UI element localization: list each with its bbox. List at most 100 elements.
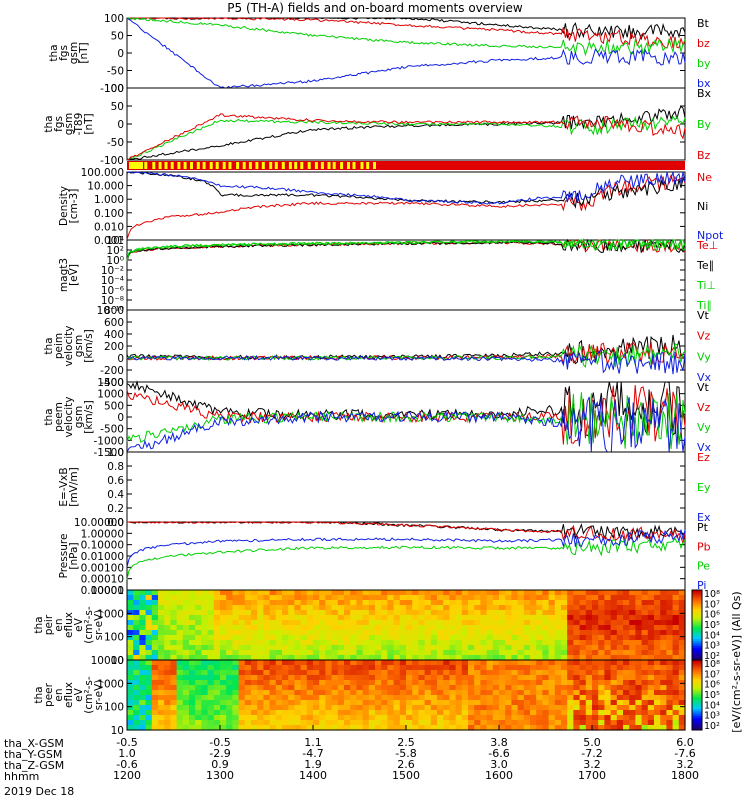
spectrogram-cell <box>362 655 370 661</box>
spectrogram-cell <box>294 620 302 626</box>
colorbar-cell <box>692 601 702 605</box>
spectrogram-cell <box>573 650 581 656</box>
spectrogram-cell <box>406 705 413 711</box>
spectrogram-cell <box>251 680 258 686</box>
spectrogram-cell <box>424 660 432 666</box>
series-line-by <box>126 17 686 57</box>
spectrogram-cell <box>393 700 401 706</box>
spectrogram-cell <box>666 610 674 616</box>
spectrogram-cell <box>561 690 568 696</box>
spectrogram-cell <box>182 675 190 681</box>
spectrogram-cell <box>455 620 463 626</box>
spectrogram-cell <box>461 615 469 621</box>
spectrogram-cell <box>319 625 326 631</box>
spectrogram-cell <box>623 595 630 601</box>
y-axis-label: gsm <box>68 42 80 64</box>
spectrogram-cell <box>344 670 351 676</box>
spectrogram-cell <box>282 595 289 601</box>
spectrogram-cell <box>399 690 407 696</box>
spectrogram-cell <box>486 630 494 636</box>
spectrogram-cell <box>337 700 345 706</box>
spectrogram-cell <box>251 615 258 621</box>
spectrogram-cell <box>406 605 413 611</box>
ephemeris-value: -7.2 <box>581 747 602 760</box>
spectrogram-cell <box>201 680 209 686</box>
spectrogram-cell <box>499 675 506 681</box>
spectrogram-cell <box>220 680 227 686</box>
spectrogram-cell <box>127 670 134 676</box>
spectrogram-cell <box>368 705 376 711</box>
spectrogram-cell <box>127 635 134 641</box>
spectrogram-cell <box>505 660 512 666</box>
spectrogram-cell <box>381 680 388 686</box>
spectrogram-cell <box>251 725 258 731</box>
spectrogram-cell <box>207 595 215 601</box>
spectrogram-cell <box>238 665 246 671</box>
spectrogram-cell <box>592 725 599 731</box>
spectrogram-cell <box>393 690 401 696</box>
spectrogram-cell <box>257 590 264 596</box>
spectrogram-cell <box>170 610 178 616</box>
spectrogram-cell <box>170 640 178 646</box>
spectrogram-cell <box>635 610 643 616</box>
spectrogram-cell <box>331 625 339 631</box>
spectrogram-cell <box>654 655 661 661</box>
spectrogram-cell <box>282 610 289 616</box>
spectrogram-cell <box>356 640 364 646</box>
spectrogram-cell <box>412 650 419 656</box>
spectrogram-cell <box>257 685 264 691</box>
spectrogram-cell <box>244 665 252 671</box>
spectrogram-cell <box>207 650 215 656</box>
spectrogram-cell <box>319 725 326 731</box>
spectrogram-cell <box>511 670 519 676</box>
spectrogram-cell <box>251 720 258 726</box>
spectrogram-cell <box>381 700 388 706</box>
mode-bar-segment <box>274 162 278 169</box>
spectrogram-cell <box>443 705 450 711</box>
spectrogram-cell <box>195 595 202 601</box>
mode-bar-segment <box>228 162 232 169</box>
colorbar-cell <box>692 615 702 619</box>
spectrogram-cell <box>257 640 264 646</box>
spectrogram-cell <box>486 715 494 721</box>
spectrogram-cell <box>418 670 426 676</box>
spectrogram-cell <box>362 680 370 686</box>
spectrogram-cell <box>542 620 550 626</box>
legend-entry: Vz <box>697 401 711 414</box>
spectrogram-cell <box>344 675 351 681</box>
spectrogram-cell <box>127 605 134 611</box>
spectrogram-cell <box>486 600 494 606</box>
spectrogram-cell <box>530 600 537 606</box>
spectrogram-cell <box>449 635 457 641</box>
spectrogram-cell <box>623 650 630 656</box>
y-tick-label: 0.6 <box>107 475 124 487</box>
spectrogram-cell <box>251 665 258 671</box>
spectrogram-cell <box>455 655 463 661</box>
spectrogram-cell <box>282 620 289 626</box>
spectrogram-cell <box>474 610 481 616</box>
spectrogram-cell <box>678 670 686 676</box>
spectrogram-cell <box>455 610 463 616</box>
spectrogram-cell <box>474 720 481 726</box>
spectrogram-cell <box>356 655 364 661</box>
spectrogram-cell <box>170 600 178 606</box>
spectrogram-cell <box>151 635 159 641</box>
spectrogram-cell <box>387 670 395 676</box>
spectrogram-cell <box>399 670 407 676</box>
spectrogram-cell <box>461 675 469 681</box>
spectrogram-cell <box>164 660 171 666</box>
spectrogram-cell <box>176 635 184 641</box>
spectrogram-cell <box>294 595 302 601</box>
spectrogram-cell <box>337 695 345 701</box>
spectrogram-cell <box>294 665 302 671</box>
spectrogram-cell <box>437 620 444 626</box>
spectrogram-cell <box>182 710 190 716</box>
spectrogram-cell <box>325 600 333 606</box>
spectrogram-cell <box>461 695 469 701</box>
spectrogram-cell <box>300 670 308 676</box>
spectrogram-cell <box>623 705 630 711</box>
spectrogram-cell <box>486 615 494 621</box>
spectrogram-cell <box>344 610 351 616</box>
spectrogram-cell <box>344 620 351 626</box>
spectrogram-cell <box>381 670 388 676</box>
